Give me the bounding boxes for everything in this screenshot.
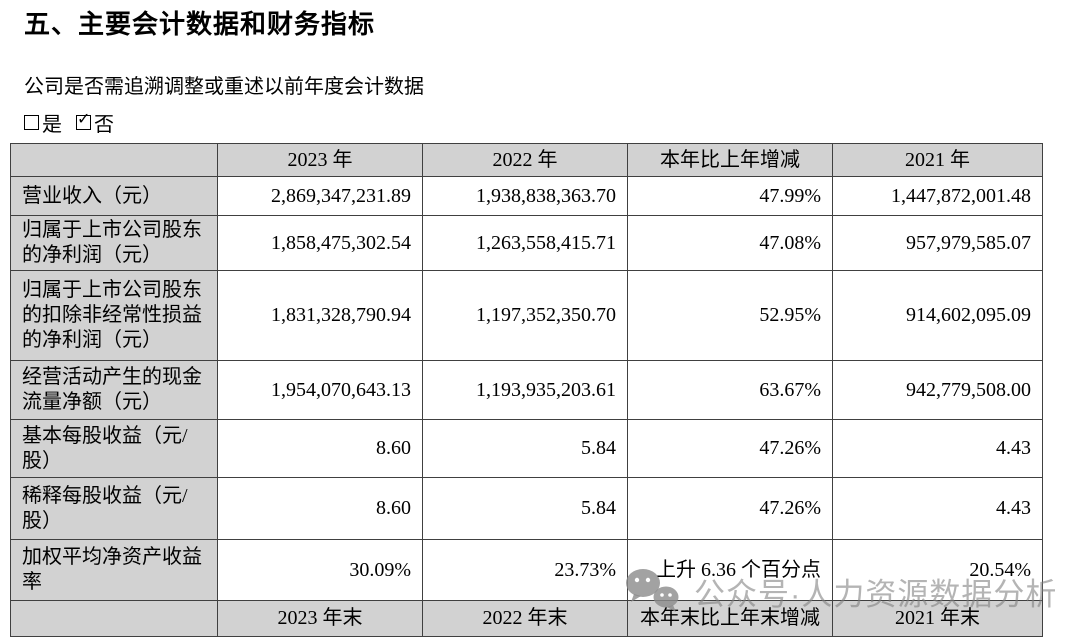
header-yoy-change: 本年比上年增减 bbox=[627, 143, 833, 177]
checkbox-yes-label: 是 bbox=[42, 114, 62, 136]
value-2022: 5.84 bbox=[422, 477, 628, 540]
value-2023: 1,858,475,302.54 bbox=[217, 215, 423, 271]
value-2022: 1,938,838,363.70 bbox=[422, 176, 628, 216]
value-2023: 2,869,347,231.89 bbox=[217, 176, 423, 216]
header-2021-yearend: 2021 年末 bbox=[832, 600, 1043, 637]
value-2021: 4.43 bbox=[832, 419, 1043, 478]
value-change: 上升 6.36 个百分点 bbox=[627, 539, 833, 601]
table-header-row-top: 2023 年 2022 年 本年比上年增减 2021 年 bbox=[10, 143, 1043, 177]
restatement-answer: 是 ✓ 否 bbox=[24, 108, 114, 137]
value-2022: 1,197,352,350.70 bbox=[422, 270, 628, 361]
value-change: 47.26% bbox=[627, 419, 833, 478]
financial-indicators-table: 2023 年 2022 年 本年比上年增减 2021 年 营业收入（元） 2,8… bbox=[10, 143, 1043, 637]
row-label: 稀释每股收益（元/股） bbox=[10, 477, 218, 540]
value-2023: 30.09% bbox=[217, 539, 423, 601]
value-2022: 1,193,935,203.61 bbox=[422, 360, 628, 420]
value-2021: 1,447,872,001.48 bbox=[832, 176, 1043, 216]
checkbox-no-box: ✓ bbox=[76, 111, 91, 130]
header-2023: 2023 年 bbox=[217, 143, 423, 177]
row-label: 经营活动产生的现金流量净额（元） bbox=[10, 360, 218, 420]
restatement-question: 公司是否需追溯调整或重述以前年度会计数据 bbox=[24, 76, 424, 98]
row-label: 加权平均净资产收益率 bbox=[10, 539, 218, 601]
table-header-row-bottom: 2023 年末 2022 年末 本年末比上年末增减 2021 年末 bbox=[10, 600, 1043, 637]
table-row-revenue: 营业收入（元） 2,869,347,231.89 1,938,838,363.7… bbox=[10, 176, 1043, 216]
value-2021: 4.43 bbox=[832, 477, 1043, 540]
table-row-basic-eps: 基本每股收益（元/股） 8.60 5.84 47.26% 4.43 bbox=[10, 419, 1043, 478]
value-2021: 957,979,585.07 bbox=[832, 215, 1043, 271]
value-2022: 1,263,558,415.71 bbox=[422, 215, 628, 271]
row-label: 基本每股收益（元/股） bbox=[10, 419, 218, 478]
table-row-diluted-eps: 稀释每股收益（元/股） 8.60 5.84 47.26% 4.43 bbox=[10, 477, 1043, 540]
value-2022: 5.84 bbox=[422, 419, 628, 478]
value-2021: 942,779,508.00 bbox=[832, 360, 1043, 420]
value-change: 47.08% bbox=[627, 215, 833, 271]
table-row-operating-cash-flow: 经营活动产生的现金流量净额（元） 1,954,070,643.13 1,193,… bbox=[10, 360, 1043, 420]
value-2021: 914,602,095.09 bbox=[832, 270, 1043, 361]
check-icon: ✓ bbox=[77, 109, 91, 128]
header-2022: 2022 年 bbox=[422, 143, 628, 177]
header-2022-yearend: 2022 年末 bbox=[422, 600, 628, 637]
value-2023: 1,954,070,643.13 bbox=[217, 360, 423, 420]
value-change: 47.99% bbox=[627, 176, 833, 216]
value-2021: 20.54% bbox=[832, 539, 1043, 601]
row-label: 归属于上市公司股东的净利润（元） bbox=[10, 215, 218, 271]
section-title: 五、主要会计数据和财务指标 bbox=[24, 10, 376, 39]
value-change: 63.67% bbox=[627, 360, 833, 420]
checkbox-yes-box bbox=[24, 115, 39, 130]
checkbox-no-label: 否 bbox=[94, 114, 114, 136]
header-empty-cell bbox=[10, 143, 218, 177]
header-2023-yearend: 2023 年末 bbox=[217, 600, 423, 637]
header-yearend-change: 本年末比上年末增减 bbox=[627, 600, 833, 637]
table-row-net-profit: 归属于上市公司股东的净利润（元） 1,858,475,302.54 1,263,… bbox=[10, 215, 1043, 271]
table-row-net-profit-excl-nonrecurring: 归属于上市公司股东的扣除非经常性损益的净利润（元） 1,831,328,790.… bbox=[10, 270, 1043, 361]
checkbox-yes: 是 bbox=[24, 108, 62, 137]
value-2023: 1,831,328,790.94 bbox=[217, 270, 423, 361]
value-change: 47.26% bbox=[627, 477, 833, 540]
value-2023: 8.60 bbox=[217, 419, 423, 478]
header-2021: 2021 年 bbox=[832, 143, 1043, 177]
row-label: 营业收入（元） bbox=[10, 176, 218, 216]
value-change: 52.95% bbox=[627, 270, 833, 361]
row-label: 归属于上市公司股东的扣除非经常性损益的净利润（元） bbox=[10, 270, 218, 361]
value-2022: 23.73% bbox=[422, 539, 628, 601]
checkbox-no: ✓ 否 bbox=[76, 108, 114, 137]
value-2023: 8.60 bbox=[217, 477, 423, 540]
table-row-weighted-avg-roe: 加权平均净资产收益率 30.09% 23.73% 上升 6.36 个百分点 20… bbox=[10, 539, 1043, 601]
header-empty-cell bbox=[10, 600, 218, 637]
